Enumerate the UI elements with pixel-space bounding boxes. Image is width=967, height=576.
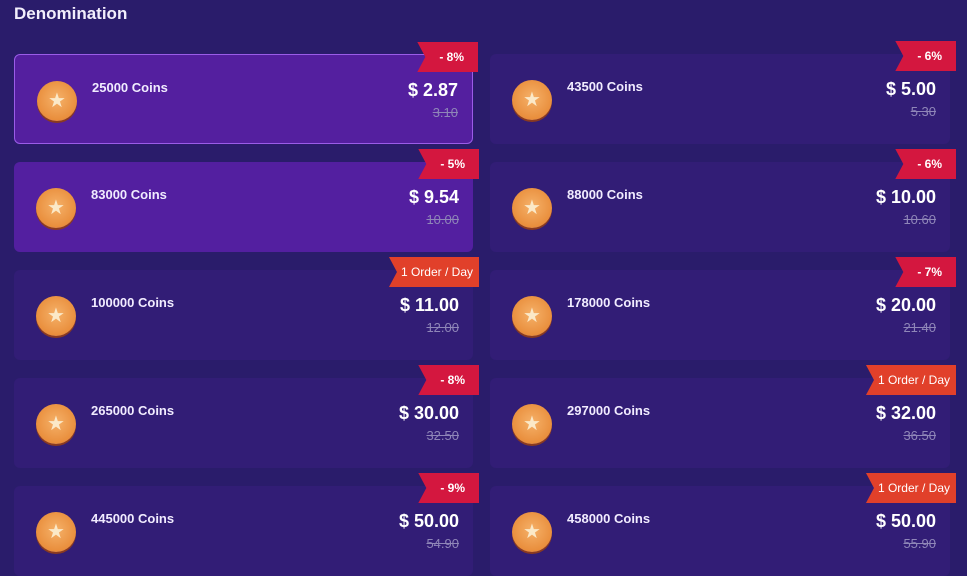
coin-star-icon: ★ [36,512,76,552]
price: $ 10.00 [875,187,936,207]
coin-amount: 88000 Coins [567,187,643,202]
coin-star-icon: ★ [512,80,552,120]
discount-badge: - 9% [418,473,479,503]
coin-star-icon: ★ [512,188,552,228]
discount-badge: - 6% [895,149,956,179]
coin-amount: 458000 Coins [567,511,651,526]
denomination-card[interactable]: ★ 100000 Coins $ 11.00 12.00 1 Order / D… [14,257,479,360]
coin-star-icon: ★ [36,296,76,336]
order-limit-badge: 1 Order / Day [388,257,479,287]
denomination-card[interactable]: ★ 83000 Coins $ 9.54 10.00 - 5% [14,149,479,252]
denomination-card[interactable]: ★ 445000 Coins $ 50.00 54.90 - 9% [14,473,479,576]
denomination-grid: ★ 25000 Coins $ 2.87 3.10 - 8% ★ 43500 Co… [14,41,956,576]
coin-amount: 265000 Coins [91,403,175,418]
order-limit-badge: 1 Order / Day [865,365,956,395]
price: $ 30.00 [398,403,459,423]
discount-badge: - 6% [895,41,956,71]
denomination-card[interactable]: ★ 43500 Coins $ 5.00 5.30 - 6% [490,41,956,144]
coin-star-icon: ★ [512,512,552,552]
discount-badge: - 5% [418,149,479,179]
discount-badge: - 8% [417,42,478,72]
coin-star-icon: ★ [36,188,76,228]
discount-badge: - 7% [895,257,956,287]
original-price: 10.00 [426,212,459,227]
coin-star-icon: ★ [37,81,77,121]
price: $ 50.00 [398,511,459,531]
original-price: 5.30 [910,104,936,119]
coin-amount: 445000 Coins [91,511,175,526]
denomination-card[interactable]: ★ 88000 Coins $ 10.00 10.60 - 6% [490,149,956,252]
denomination-card[interactable]: ★ 458000 Coins $ 50.00 55.90 1 Order / D… [490,473,956,576]
denomination-card[interactable]: ★ 265000 Coins $ 30.00 32.50 - 8% [14,365,479,468]
price: $ 20.00 [875,295,936,315]
price: $ 11.00 [399,295,459,315]
original-price: 36.50 [903,428,936,443]
price: $ 32.00 [875,403,936,423]
original-price: 12.00 [426,320,459,335]
price: $ 5.00 [885,79,936,99]
coin-amount: 43500 Coins [567,79,643,94]
coin-star-icon: ★ [36,404,76,444]
original-price: 3.10 [432,105,458,120]
price: $ 9.54 [408,187,459,207]
order-limit-badge: 1 Order / Day [865,473,956,503]
denomination-card[interactable]: ★ 25000 Coins $ 2.87 3.10 - 8% [14,42,478,144]
original-price: 54.90 [426,536,459,551]
coin-amount: 178000 Coins [567,295,651,310]
coin-amount: 25000 Coins [92,80,168,95]
coin-star-icon: ★ [512,296,552,336]
original-price: 55.90 [903,536,936,551]
denomination-card[interactable]: ★ 297000 Coins $ 32.00 36.50 1 Order / D… [490,365,956,468]
original-price: 21.40 [903,320,936,335]
price: $ 2.87 [407,80,458,100]
denomination-card[interactable]: ★ 178000 Coins $ 20.00 21.40 - 7% [490,257,956,360]
original-price: 10.60 [903,212,936,227]
coin-amount: 83000 Coins [91,187,167,202]
coin-amount: 297000 Coins [567,403,651,418]
price: $ 50.00 [875,511,936,531]
section-title: Denomination [14,4,128,23]
discount-badge: - 8% [418,365,479,395]
coin-amount: 100000 Coins [91,295,175,310]
original-price: 32.50 [426,428,459,443]
coin-star-icon: ★ [512,404,552,444]
